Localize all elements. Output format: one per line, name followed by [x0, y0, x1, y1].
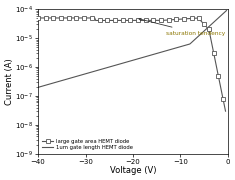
Y-axis label: Current (A): Current (A) [5, 58, 14, 105]
Text: saturation tendency: saturation tendency [139, 18, 225, 36]
Legend: large gate area HEMT diode, 1um gate length HEMT diode: large gate area HEMT diode, 1um gate len… [41, 138, 134, 151]
X-axis label: Voltage (V): Voltage (V) [110, 166, 156, 175]
